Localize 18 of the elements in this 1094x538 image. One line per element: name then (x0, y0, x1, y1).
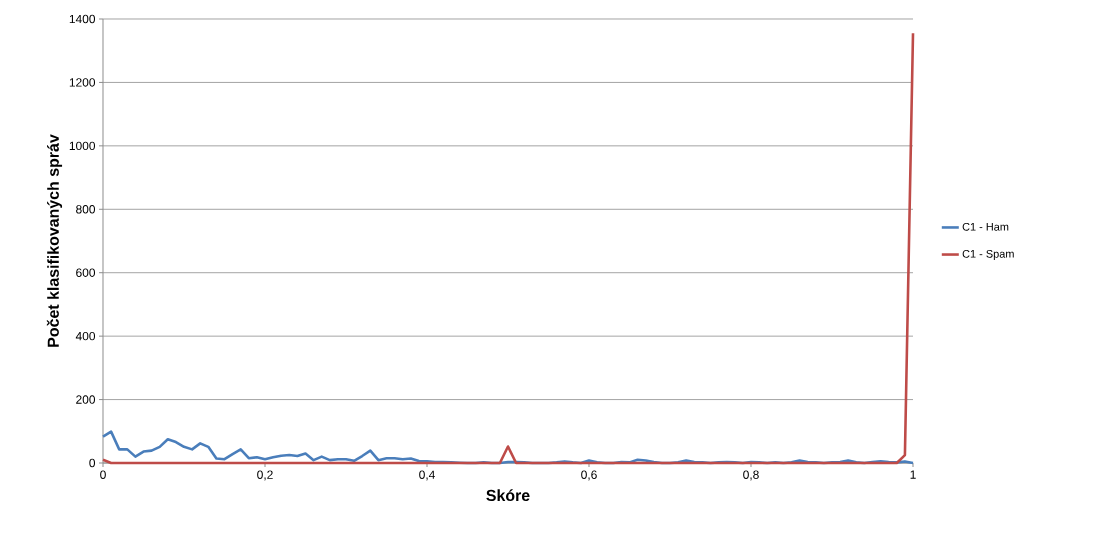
legend-label: C1 - Ham (962, 222, 1009, 231)
y-axis-title: Počet klasifikovaných správ (46, 134, 63, 347)
legend-label: C1 - Spam (962, 249, 1014, 260)
y-tick-label: 800 (76, 205, 96, 214)
y-tick-label: 1400 (69, 14, 96, 24)
x-tick-label: 0 (100, 470, 106, 479)
x-tick-label: 0,4 (419, 470, 435, 481)
y-tick-label: 1200 (69, 78, 96, 87)
x-tick-label: 0,6 (581, 470, 597, 481)
x-tick-label: 0,2 (257, 470, 273, 481)
x-tick-label: 0,8 (743, 470, 759, 481)
y-tick-label: 600 (76, 268, 96, 277)
y-tick-label: 200 (76, 395, 96, 404)
y-tick-label: 1000 (69, 141, 96, 151)
y-tick-label: 0 (89, 458, 96, 468)
y-tick-label: 400 (75, 331, 96, 341)
x-axis-title: Skóre (486, 489, 530, 502)
x-tick-label: 1 (910, 470, 916, 479)
